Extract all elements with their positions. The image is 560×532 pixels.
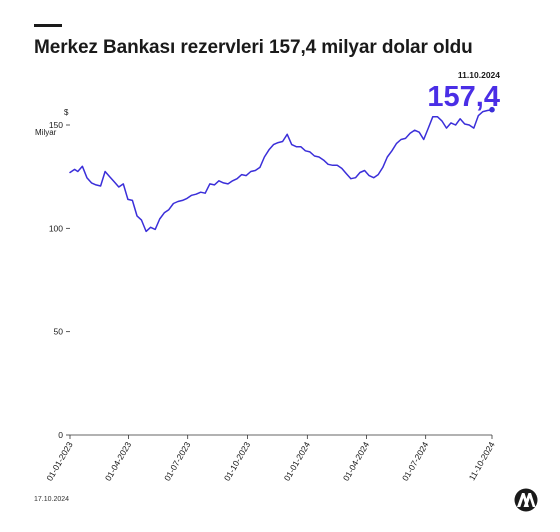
- y-tick-label: 50: [54, 327, 64, 337]
- x-tick-label: 01-04-2023: [103, 440, 134, 483]
- y-axis-label-text: $: [64, 108, 69, 117]
- last-point-marker: [489, 106, 495, 113]
- title-accent-bar: [34, 24, 62, 27]
- x-axis-ticks: 01-01-2023 01-04-2023 01-07-2023 01-10-2023…: [44, 435, 497, 483]
- x-tick-label: 01-07-2024: [400, 440, 431, 483]
- callout-date: 11.10.2024: [458, 70, 500, 80]
- x-tick-label: 01-04-2024: [341, 440, 372, 483]
- callout-value: 157,4: [427, 81, 500, 113]
- y-tick-label: 0: [58, 430, 63, 440]
- y-axis-ticks: 0 50 100 150: [49, 120, 70, 440]
- page-title: Merkez Bankası rezervleri 157,4 milyar d…: [34, 37, 473, 58]
- x-tick-label: 01-10-2023: [222, 440, 253, 483]
- y-axis-label-text: Milyar: [35, 128, 57, 137]
- footer-date: 17.10.2024: [34, 496, 70, 503]
- x-tick-label: 11-10-2024: [467, 440, 497, 482]
- x-tick-label: 01-01-2024: [282, 440, 313, 483]
- y-axis-label: $ Milyar: [35, 108, 69, 137]
- x-tick-label: 01-01-2023: [44, 440, 75, 483]
- series-group: [69, 108, 493, 233]
- x-tick-label: 01-07-2023: [162, 440, 193, 483]
- series-line: [69, 108, 493, 233]
- y-tick-label: 100: [49, 223, 63, 233]
- aa-logo-icon: [514, 488, 538, 512]
- y-tick-label: 150: [49, 120, 63, 130]
